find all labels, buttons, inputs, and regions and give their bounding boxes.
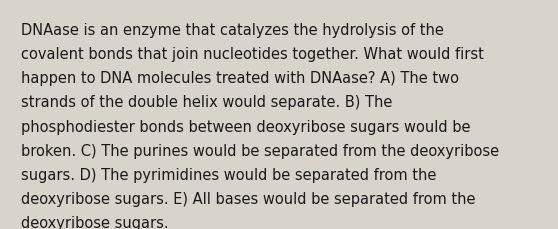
Text: phosphodiester bonds between deoxyribose sugars would be: phosphodiester bonds between deoxyribose… — [21, 119, 471, 134]
Text: strands of the double helix would separate. B) The: strands of the double helix would separa… — [21, 95, 393, 110]
Text: broken. C) The purines would be separated from the deoxyribose: broken. C) The purines would be separate… — [21, 143, 499, 158]
Text: happen to DNA molecules treated with DNAase? A) The two: happen to DNA molecules treated with DNA… — [21, 71, 459, 86]
Text: DNAase is an enzyme that catalyzes the hydrolysis of the: DNAase is an enzyme that catalyzes the h… — [21, 23, 444, 38]
Text: deoxyribose sugars. E) All bases would be separated from the: deoxyribose sugars. E) All bases would b… — [21, 191, 476, 206]
Text: deoxyribose sugars.: deoxyribose sugars. — [21, 215, 169, 229]
Text: sugars. D) The pyrimidines would be separated from the: sugars. D) The pyrimidines would be sepa… — [21, 167, 436, 182]
Text: covalent bonds that join nucleotides together. What would first: covalent bonds that join nucleotides tog… — [21, 47, 484, 62]
